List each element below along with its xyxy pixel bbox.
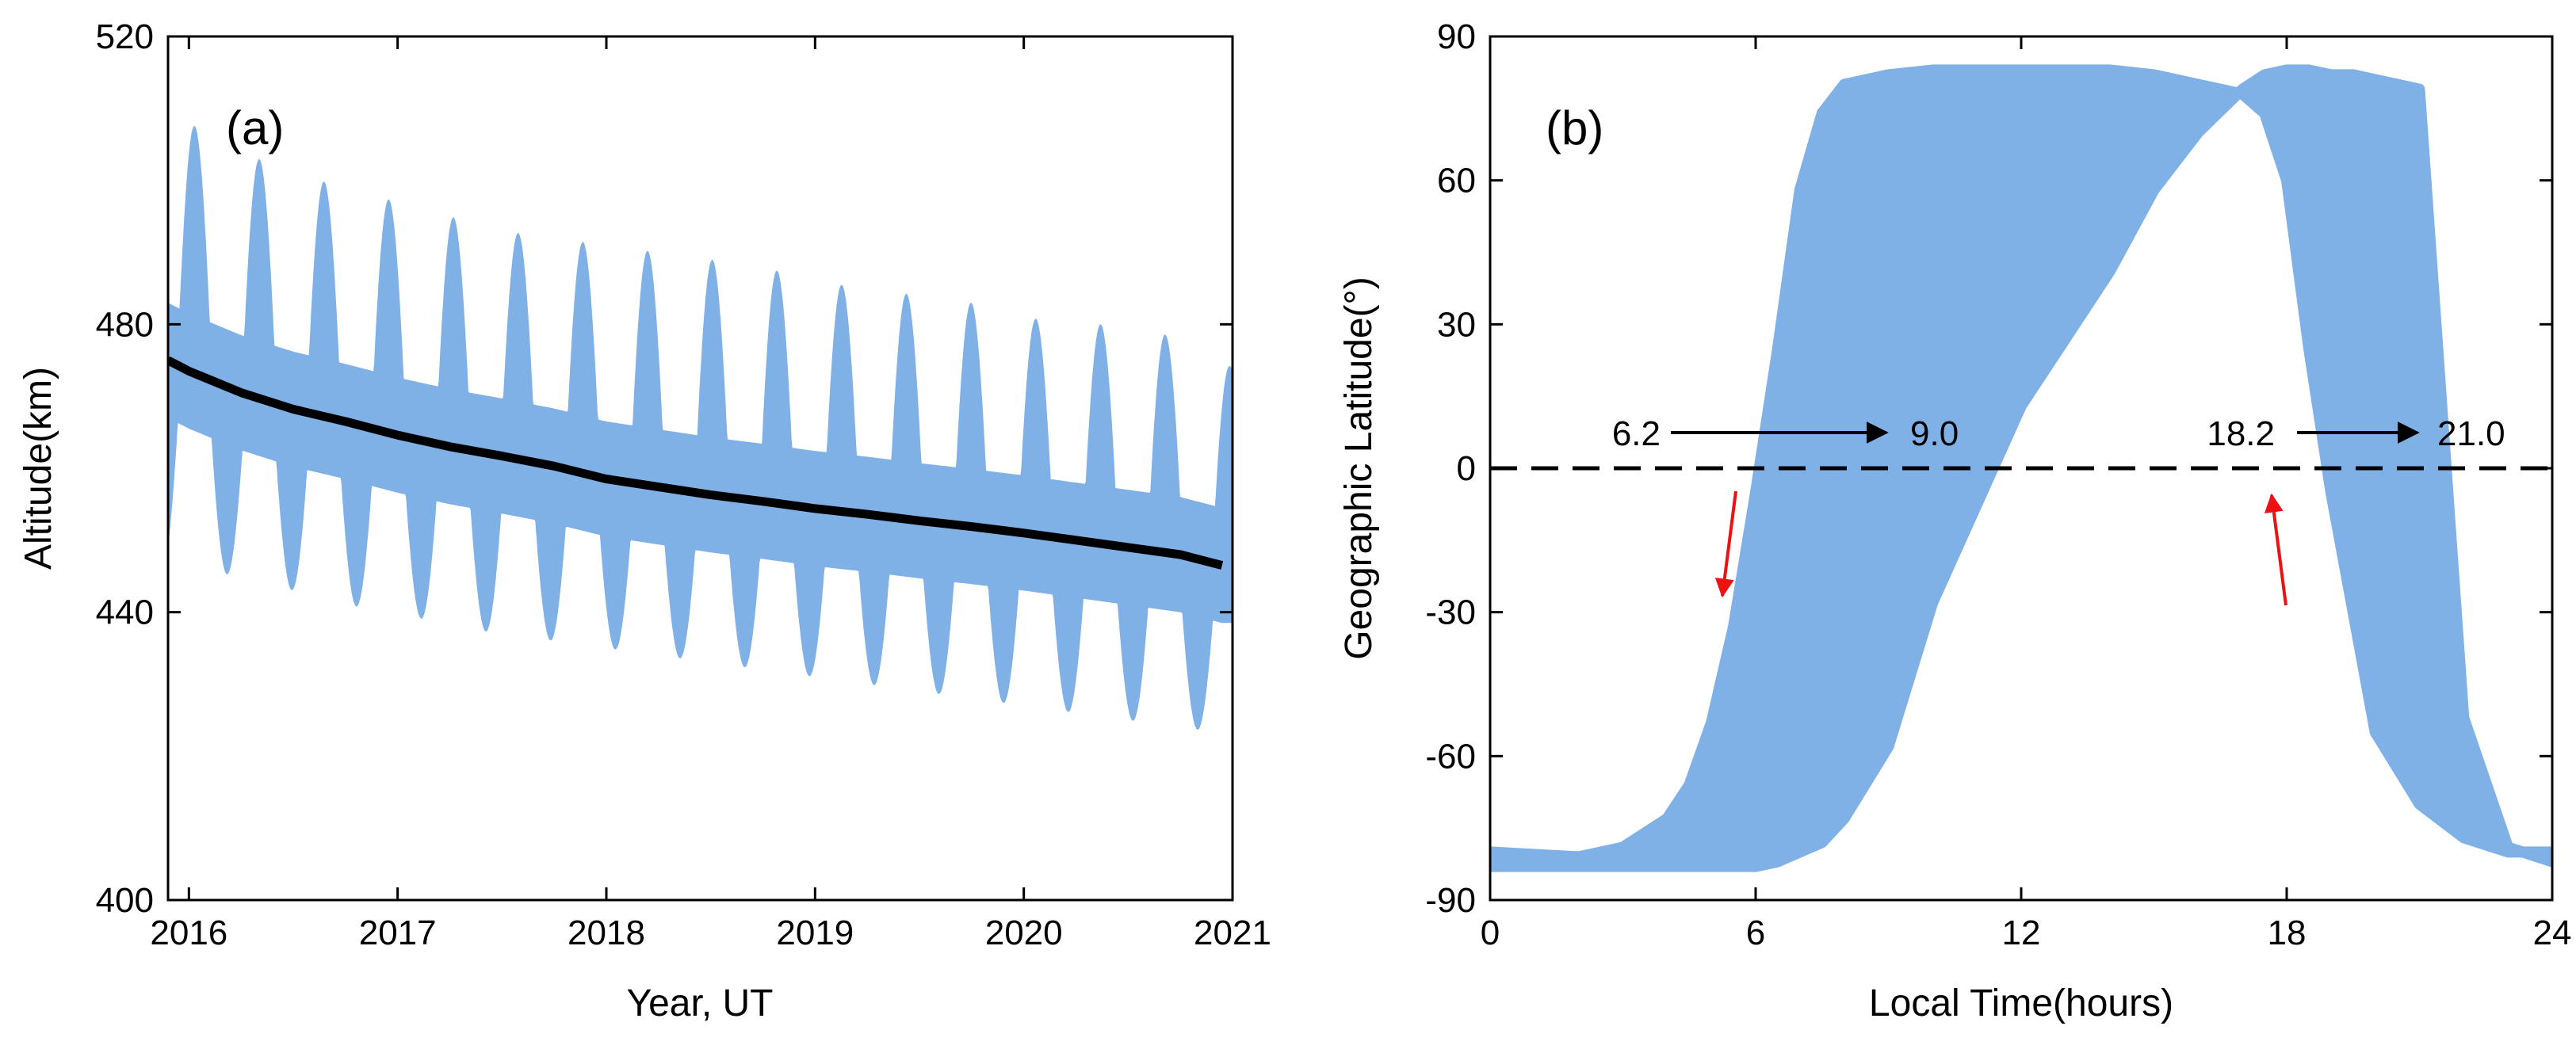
mean-altitude-line bbox=[168, 356, 1224, 570]
x-tick-label: 2016 bbox=[150, 914, 227, 952]
y-tick-label: 520 bbox=[96, 17, 154, 56]
panel-label-a: (a) bbox=[226, 101, 284, 154]
x-tick-label: 2019 bbox=[776, 914, 854, 952]
x-tick-label: 0 bbox=[1481, 914, 1500, 952]
panel-b-chart: 0 6 12 18 24 -90 -60 -30 0 30 60 90 (b) Local Time… bbox=[1338, 17, 2571, 1024]
y-tick-label: 400 bbox=[96, 881, 154, 920]
y-tick-label: 60 bbox=[1437, 162, 1476, 200]
y-tick-label: -90 bbox=[1425, 881, 1476, 920]
x-tick-label: 2017 bbox=[359, 914, 437, 952]
annotation-label-6-2: 6.2 bbox=[1612, 414, 1661, 453]
x-tick-label: 12 bbox=[2002, 914, 2041, 952]
plot-frame-a bbox=[166, 35, 1234, 902]
x-axis-ticks-a: 2016 2017 2018 2019 2020 2021 bbox=[150, 36, 1271, 952]
x-axis-label-a: Year, UT bbox=[627, 982, 774, 1024]
annotation-label-21-0: 21.0 bbox=[2437, 414, 2505, 453]
x-tick-label: 2018 bbox=[568, 914, 645, 952]
y-tick-label: 90 bbox=[1437, 17, 1476, 56]
y-tick-label: 480 bbox=[96, 305, 154, 344]
x-tick-label: 2021 bbox=[1194, 914, 1271, 952]
red-arrow-up bbox=[2264, 493, 2287, 606]
y-axis-ticks-a: 400 440 480 520 bbox=[96, 17, 1233, 920]
y-tick-label: 0 bbox=[1457, 449, 1476, 488]
x-tick-label: 24 bbox=[2533, 914, 2572, 952]
x-axis-label-b: Local Time(hours) bbox=[1869, 982, 2173, 1024]
annotation-label-18-2: 18.2 bbox=[2207, 414, 2275, 453]
y-axis-ticks-b: -90 -60 -30 0 30 60 90 bbox=[1425, 17, 2552, 920]
y-axis-label-b: Geographic Latitude(°) bbox=[1338, 277, 1380, 659]
x-tick-label: 6 bbox=[1746, 914, 1765, 952]
x-tick-label: 18 bbox=[2268, 914, 2307, 952]
panel-label-b: (b) bbox=[1546, 101, 1603, 154]
x-tick-label: 2020 bbox=[985, 914, 1063, 952]
y-tick-label: 440 bbox=[96, 593, 154, 632]
red-arrow-down bbox=[1714, 490, 1737, 598]
altitude-band-area bbox=[168, 126, 1233, 730]
y-tick-label: -60 bbox=[1425, 737, 1476, 776]
annotation-label-9-0: 9.0 bbox=[1910, 414, 1959, 453]
y-axis-label-a: Altitude(km) bbox=[17, 367, 59, 570]
y-tick-label: 30 bbox=[1437, 305, 1476, 344]
y-tick-label: -30 bbox=[1425, 593, 1476, 632]
x-axis-ticks-b: 0 6 12 18 24 bbox=[1481, 36, 2572, 952]
panel-a-chart: 2016 2017 2018 2019 2020 2021 400 440 480 520 (a… bbox=[17, 17, 1271, 1024]
latitude-coverage-band-area bbox=[1490, 64, 2552, 872]
